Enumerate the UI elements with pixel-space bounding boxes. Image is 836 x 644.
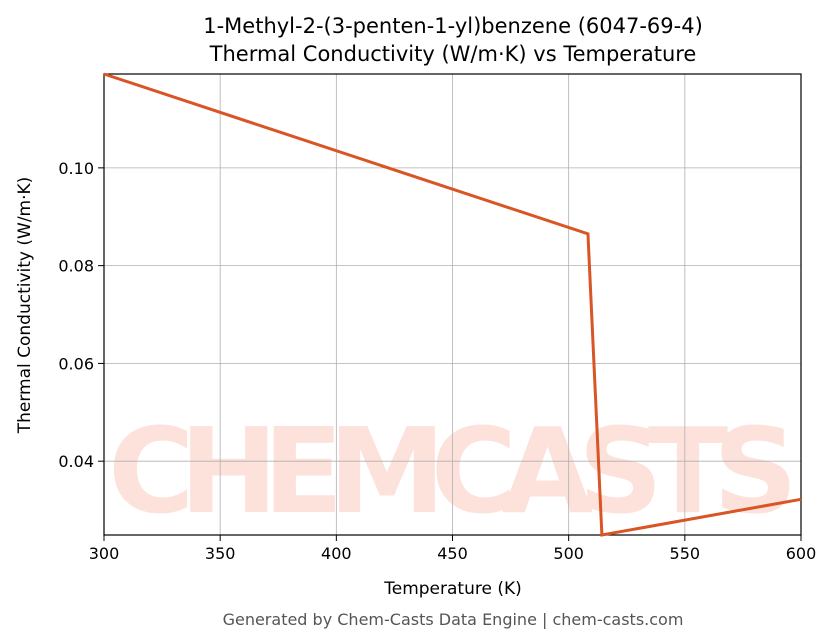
y-tick-label: 0.04	[58, 452, 94, 471]
data-line	[103, 72, 802, 537]
footer: Generated by Chem-Casts Data Engine | ch…	[223, 610, 684, 629]
y-axis-title: Thermal Conductivity (W/m·K)	[15, 177, 35, 435]
chart-title: 1-Methyl-2-(3-penten-1-yl)benzene (6047-…	[203, 14, 703, 38]
y-tick-label: 0.10	[58, 159, 94, 178]
y-tick-label: 0.08	[58, 257, 94, 276]
x-tick-label: 450	[437, 544, 468, 563]
y-tick-label: 0.06	[58, 354, 94, 373]
x-tick-label: 400	[321, 544, 352, 563]
x-tick-label: 550	[670, 544, 701, 563]
chart-subtitle: Thermal Conductivity (W/m·K) vs Temperat…	[209, 42, 697, 66]
plot-frame	[103, 73, 802, 536]
x-tick-label: 300	[89, 544, 120, 563]
x-tick-label: 500	[553, 544, 584, 563]
x-axis-title: Temperature (K)	[383, 579, 522, 599]
x-tick-label: 600	[786, 544, 817, 563]
watermark: CHEMCASTS	[108, 402, 798, 540]
x-tick-label: 350	[205, 544, 236, 563]
